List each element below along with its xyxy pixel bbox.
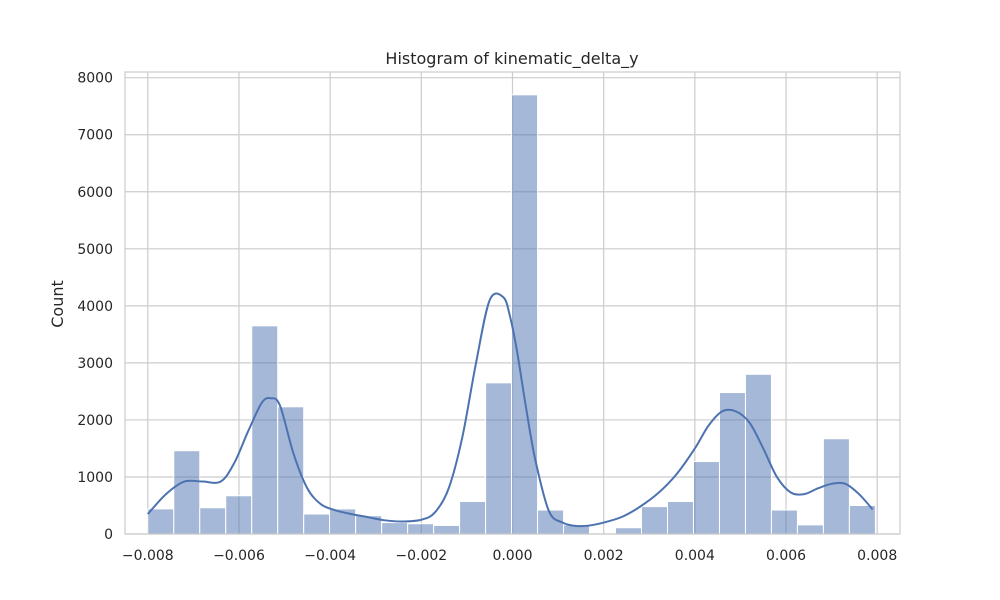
x-tick-label: 0.006 — [766, 548, 806, 564]
y-tick-label: 1000 — [77, 470, 113, 486]
histogram-bar — [251, 325, 279, 535]
y-tick-label: 3000 — [77, 356, 113, 372]
y-tick-label: 0 — [104, 527, 113, 543]
y-tick-label: 2000 — [77, 413, 113, 429]
histogram-bar — [692, 461, 720, 535]
x-tick-label: −0.004 — [304, 548, 356, 564]
plot-frame — [124, 71, 901, 535]
histogram-bar — [173, 450, 201, 535]
x-tick-label: −0.008 — [122, 548, 174, 564]
histogram-bar — [511, 94, 539, 535]
kde-curve — [147, 292, 874, 528]
histogram-bar — [147, 508, 175, 535]
y-tick-label: 7000 — [77, 128, 113, 144]
x-axis-ticks: −0.008 −0.006 −0.004 −0.002 0.000 0.002 0.004 0… — [122, 548, 897, 564]
histogram-bar — [744, 373, 772, 535]
histogram-bar — [848, 504, 876, 535]
histogram-bar — [381, 522, 409, 535]
y-tick-label: 8000 — [77, 71, 113, 87]
histogram-bar — [459, 500, 487, 535]
x-tick-label: 0.008 — [857, 548, 897, 564]
histogram-bar — [796, 524, 824, 535]
y-axis-label: Count — [48, 280, 67, 328]
y-tick-label: 5000 — [77, 242, 113, 258]
x-tick-label: 0.004 — [675, 548, 715, 564]
y-tick-label: 6000 — [77, 185, 113, 201]
x-tick-label: −0.006 — [213, 548, 265, 564]
histogram-bar — [225, 495, 253, 535]
histogram-bar — [303, 513, 331, 535]
histogram-bars — [147, 94, 876, 535]
x-tick-label: 0.002 — [584, 548, 624, 564]
histogram-bar — [770, 509, 798, 535]
histogram-bar — [667, 500, 694, 535]
x-tick-label: −0.002 — [395, 548, 447, 564]
histogram-bar — [615, 527, 643, 535]
y-tick-label: 4000 — [77, 299, 113, 315]
histogram-bar — [407, 523, 435, 535]
histogram-bar — [641, 506, 669, 535]
chart-title: Histogram of kinematic_delta_y — [385, 49, 638, 69]
histogram-bar — [199, 507, 227, 535]
x-tick-label: 0.000 — [492, 548, 532, 564]
histogram-bar — [433, 524, 461, 535]
histogram-bar — [822, 438, 850, 535]
histogram-bar — [485, 382, 513, 535]
y-axis-ticks: 0 1000 2000 3000 4000 5000 6000 7000 8000 — [77, 71, 113, 543]
